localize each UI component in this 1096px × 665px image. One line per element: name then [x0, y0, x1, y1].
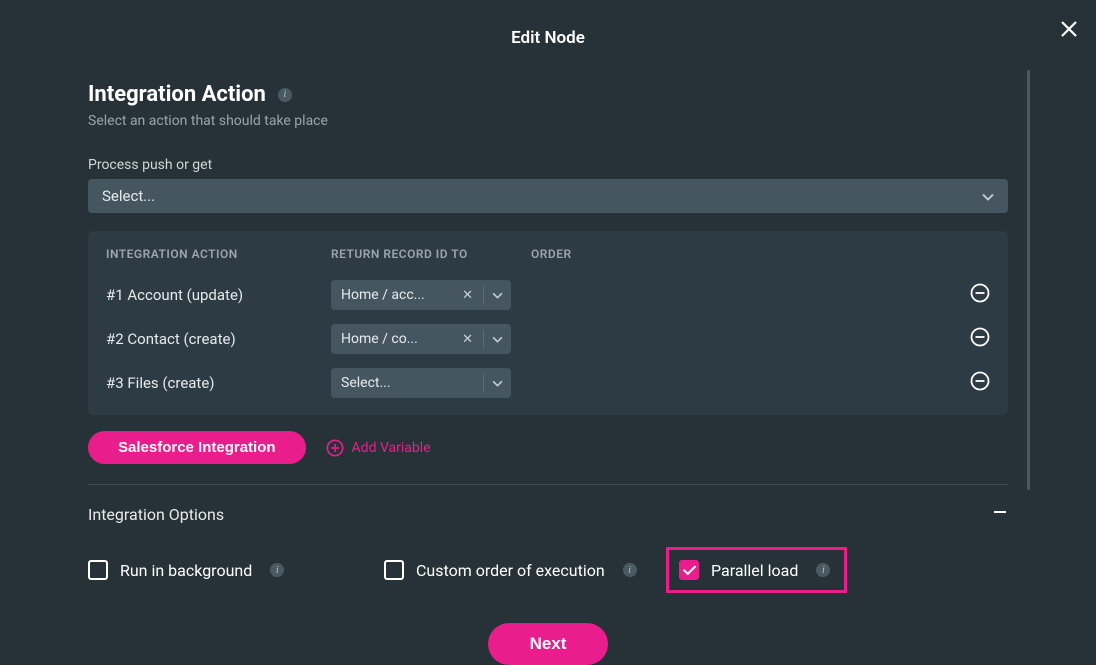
info-icon[interactable]: i	[623, 563, 637, 577]
close-icon[interactable]	[1060, 20, 1078, 42]
plus-circle-icon	[326, 439, 344, 457]
process-select[interactable]: Select...	[88, 179, 1008, 213]
return-select-value: Home / acc...	[341, 287, 456, 303]
return-select[interactable]: Home / co... ✕	[331, 324, 511, 354]
remove-row-icon[interactable]	[970, 283, 990, 303]
add-variable-button[interactable]: Add Variable	[326, 439, 431, 457]
row-action-label: #2 Contact (create)	[106, 330, 331, 348]
clear-icon[interactable]: ✕	[456, 288, 479, 303]
clear-icon[interactable]: ✕	[456, 332, 479, 347]
run-background-checkbox[interactable]	[88, 560, 108, 580]
process-label: Process push or get	[88, 157, 1008, 173]
run-background-label: Run in background	[120, 561, 252, 580]
chevron-down-icon[interactable]	[488, 287, 503, 303]
collapse-icon[interactable]	[992, 503, 1008, 525]
row-action-label: #3 Files (create)	[106, 374, 331, 392]
return-select[interactable]: Select...	[331, 368, 511, 398]
custom-order-checkbox[interactable]	[384, 560, 404, 580]
return-select[interactable]: Home / acc... ✕	[331, 280, 511, 310]
table-row: #2 Contact (create) Home / co... ✕	[106, 317, 990, 361]
custom-order-label: Custom order of execution	[416, 561, 605, 580]
col-header-return: RETURN RECORD ID TO	[331, 247, 531, 261]
table-row: #3 Files (create) Select...	[106, 361, 990, 405]
process-select-value: Select...	[102, 187, 155, 205]
chevron-down-icon	[982, 187, 994, 205]
col-header-action: INTEGRATION ACTION	[106, 247, 331, 261]
return-select-value: Select...	[341, 375, 483, 391]
remove-row-icon[interactable]	[970, 327, 990, 347]
integration-table: INTEGRATION ACTION RETURN RECORD ID TO O…	[88, 231, 1008, 415]
salesforce-integration-button[interactable]: Salesforce Integration	[88, 431, 306, 464]
next-button[interactable]: Next	[488, 623, 609, 665]
add-variable-label: Add Variable	[352, 440, 431, 456]
chevron-down-icon[interactable]	[488, 375, 503, 391]
parallel-load-label: Parallel load	[711, 561, 798, 580]
section-subtitle: Select an action that should take place	[88, 113, 1008, 129]
edit-node-modal: Edit Node Integration Action i Select an…	[0, 0, 1096, 652]
return-select-value: Home / co...	[341, 331, 456, 347]
info-icon[interactable]: i	[816, 563, 830, 577]
row-action-label: #1 Account (update)	[106, 286, 331, 304]
info-icon[interactable]: i	[270, 563, 284, 577]
scrollbar[interactable]	[1027, 70, 1030, 490]
integration-options-title: Integration Options	[88, 505, 224, 524]
col-header-order: ORDER	[531, 247, 960, 261]
info-icon[interactable]: i	[278, 88, 292, 102]
parallel-load-checkbox[interactable]	[679, 560, 699, 580]
parallel-load-highlight: Parallel load i	[666, 547, 847, 593]
chevron-down-icon[interactable]	[488, 331, 503, 347]
section-title: Integration Action	[88, 82, 266, 107]
remove-row-icon[interactable]	[970, 371, 990, 391]
modal-title: Edit Node	[0, 0, 1096, 58]
table-row: #1 Account (update) Home / acc... ✕	[106, 273, 990, 317]
